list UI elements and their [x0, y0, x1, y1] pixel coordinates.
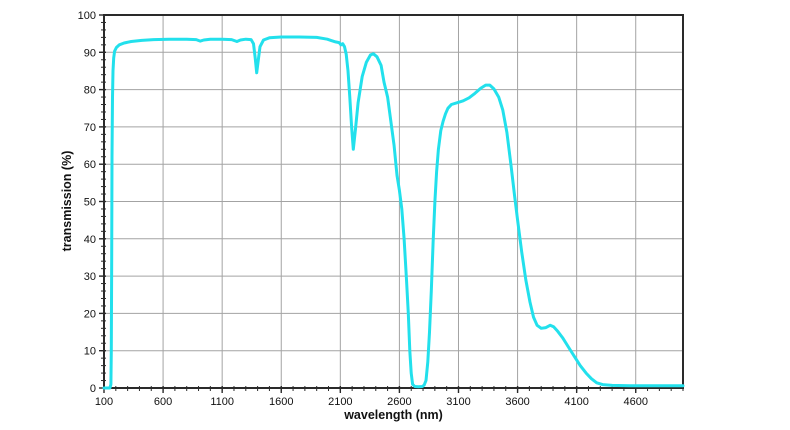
- x-tick-label: 2100: [328, 396, 352, 408]
- plot-border: [103, 14, 684, 389]
- x-tick-label: 600: [154, 396, 172, 408]
- x-tick-label: 1100: [210, 396, 234, 408]
- x-tick-label: 3600: [505, 396, 529, 408]
- x-axis-title: wavelength (nm): [344, 408, 443, 422]
- y-tick-label: 20: [84, 308, 96, 320]
- y-tick-label: 40: [84, 234, 96, 246]
- y-tick-label: 30: [84, 271, 96, 283]
- y-tick-label: 90: [84, 47, 96, 59]
- y-tick-label: 0: [90, 383, 96, 395]
- x-tick-label: 1600: [269, 396, 293, 408]
- y-tick-label: 100: [78, 10, 96, 22]
- x-tick-label: 2600: [387, 396, 411, 408]
- transmission-curve: [102, 35, 685, 390]
- y-axis-title: transmission (%): [60, 150, 74, 252]
- x-tick-label: 3100: [446, 396, 470, 408]
- y-tick-label: 70: [84, 122, 96, 134]
- y-tick-label: 60: [84, 159, 96, 171]
- x-tick-label: 4600: [623, 396, 647, 408]
- y-tick-label: 10: [84, 346, 96, 358]
- y-tick-label: 80: [84, 85, 96, 97]
- x-tick-label: 100: [95, 396, 113, 408]
- y-tick-label: 50: [84, 197, 96, 209]
- x-tick-label: 4100: [564, 396, 588, 408]
